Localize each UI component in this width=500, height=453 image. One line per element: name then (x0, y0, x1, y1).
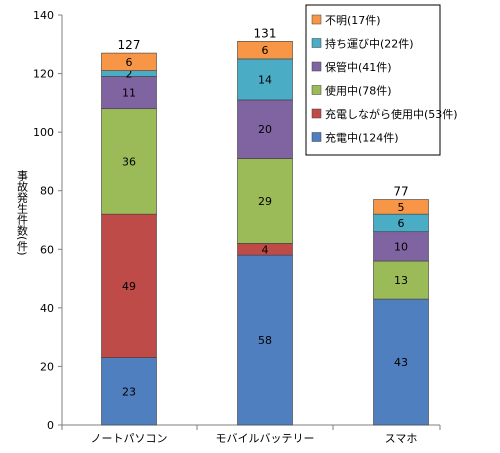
bar-segment-value-label: 11 (122, 87, 136, 100)
legend-entry-label: 充電しながら使用中(53件) (325, 107, 458, 121)
legend-entry-label: 持ち運び中(22件) (325, 37, 414, 51)
legend-entry-label: 保管中(41件) (325, 60, 392, 74)
bar-segment-value-label: 43 (394, 356, 408, 369)
bar-segment-value-label: 20 (258, 123, 272, 136)
bar-segment-value-label: 58 (258, 334, 272, 347)
y-axis-label: 事故発生件数(件) (16, 170, 29, 256)
y-tick-label: 20 (40, 360, 54, 373)
x-category-label: モバイルバッテリー (216, 432, 315, 445)
x-category-label: ノートパソコン (91, 432, 168, 445)
bar-segment-value-label: 23 (122, 385, 136, 398)
bar-segment-value-label: 36 (122, 155, 136, 168)
bar-segment-value-label: 2 (126, 68, 133, 81)
bar-segment (237, 41, 293, 60)
bar-segment-value-label: 14 (258, 73, 272, 86)
x-category-label: スマホ (385, 432, 418, 445)
bar-segment (101, 52, 157, 71)
y-tick-label: 100 (33, 126, 54, 139)
legend-swatch (311, 85, 322, 95)
bar-segment (101, 213, 157, 358)
legend-entry-label: 充電中(124件) (325, 131, 399, 145)
legend-swatch (311, 38, 322, 48)
bar-segment-value-label: 10 (394, 240, 408, 253)
bar-segment-value-label: 29 (258, 195, 272, 208)
bar-total-label: 131 (254, 26, 277, 40)
bar-segment-value-label: 13 (394, 274, 408, 287)
legend-entry-label: 使用中(78件) (325, 85, 392, 98)
legend-box (305, 4, 441, 156)
bar-segment (101, 108, 157, 215)
y-tick-label: 0 (47, 419, 54, 432)
bar-segment-value-label: 6 (262, 44, 269, 57)
bar-total-label: 127 (118, 38, 141, 52)
bar-segment (373, 199, 429, 215)
bar-segment (373, 260, 429, 300)
bar-segment-value-label: 6 (398, 217, 405, 230)
legend-swatch (311, 132, 322, 142)
bar-segment (101, 357, 157, 426)
bar-segment-value-label: 49 (122, 280, 136, 293)
y-tick-label: 40 (40, 302, 54, 315)
bar-segment (373, 298, 429, 426)
bar-segment-value-label: 5 (398, 201, 405, 214)
bar-segment (237, 158, 293, 244)
bar-segment (237, 254, 293, 426)
y-tick-label: 140 (33, 9, 54, 22)
y-tick-label: 80 (40, 185, 54, 198)
legend-swatch (311, 61, 322, 72)
y-tick-label: 60 (40, 243, 54, 256)
bar-segment-value-label: 4 (262, 243, 269, 256)
legend-swatch (311, 14, 322, 25)
legend-swatch (311, 108, 322, 119)
bar-segment-value-label: 6 (126, 56, 133, 69)
bar-segment (101, 76, 157, 110)
bar-total-label: 77 (393, 185, 408, 199)
bar-segment (373, 231, 429, 262)
bar-segment (237, 58, 293, 101)
legend-entry-label: 不明(17件) (325, 14, 381, 27)
y-tick-label: 120 (33, 68, 54, 81)
